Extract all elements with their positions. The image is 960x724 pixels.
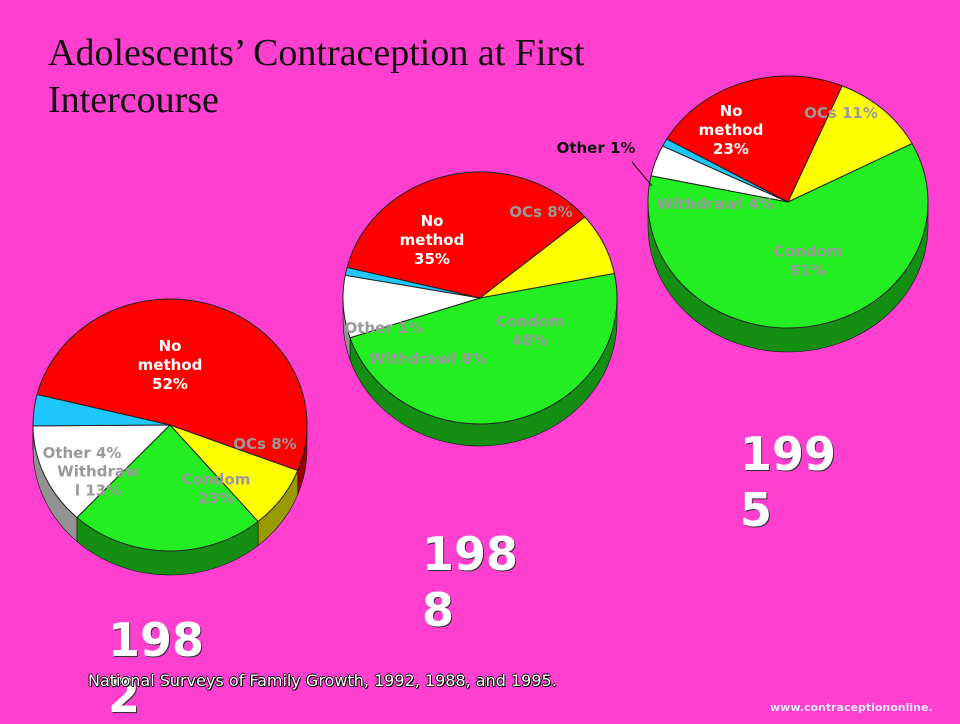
label-leader-line [632,162,652,186]
slice-label-ocs: OCs 8% [233,435,296,453]
year-label-1982: 1982 [108,612,218,724]
slice-label-withdrawl: Withdrawl 8% [369,350,486,368]
slice-label-other: Other 1% [345,319,424,337]
slice-label-ocs: OCs 8% [509,203,572,221]
watermark: www.contraceptiononline. [770,701,933,714]
slice-label-ocs: OCs 11% [804,104,878,122]
slice-label-other: Other 1% [557,139,636,157]
year-label-1995: 1995 [740,426,850,538]
slice-label-other: Other 4% [43,444,122,462]
year-label-1988: 1988 [422,526,532,638]
source-note: National Surveys of Family Growth, 1992,… [88,671,557,690]
slice-label-withdrawl: Withdrawl 4% [656,195,773,213]
